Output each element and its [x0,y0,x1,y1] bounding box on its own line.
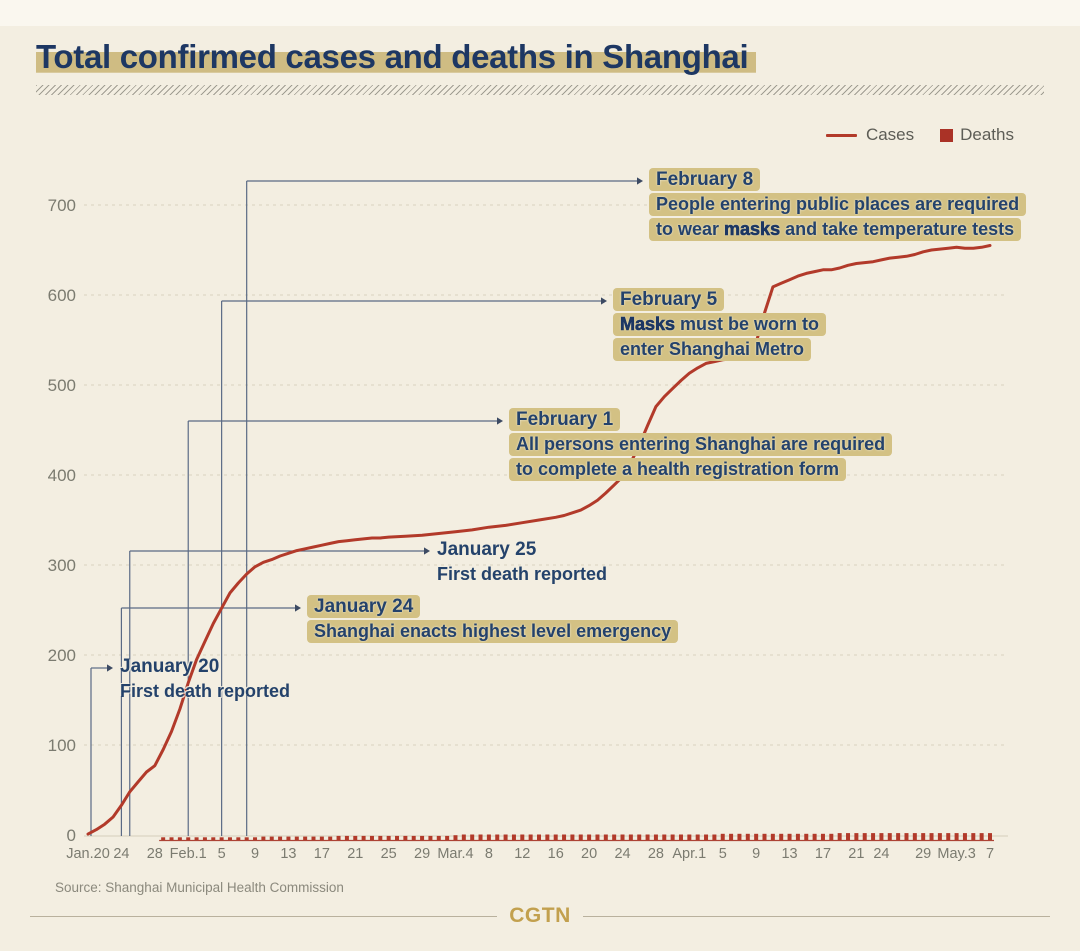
svg-text:28: 28 [147,846,163,862]
svg-text:24: 24 [873,846,889,862]
svg-text:7: 7 [986,846,994,862]
x-axis-labels: Jan.20 24 28 Feb.1 5 9 13 17 21 25 29 Mar.4 8 12 16 20 2… [66,846,994,862]
hatch-divider [36,85,1044,95]
svg-text:9: 9 [752,846,760,862]
svg-text:5: 5 [218,846,226,862]
svg-text:0: 0 [67,826,76,845]
svg-text:13: 13 [280,846,296,862]
svg-text:13: 13 [781,846,797,862]
svg-text:17: 17 [314,846,330,862]
deaths-bars [159,833,994,842]
page-title: Total confirmed cases and deaths in Shan… [36,38,757,76]
svg-text:Mar.4: Mar.4 [437,846,473,862]
deaths-square-swatch [940,128,954,142]
svg-text:200: 200 [48,646,76,665]
svg-text:21: 21 [347,846,363,862]
svg-text:Feb.1: Feb.1 [170,846,207,862]
svg-text:21: 21 [848,846,864,862]
cgtn-logo: CGTN [509,904,571,927]
svg-text:29: 29 [915,846,931,862]
svg-text:12: 12 [514,846,530,862]
svg-text:300: 300 [48,556,76,575]
y-axis-labels: 0 100 200 300 400 500 600 700 [48,196,76,845]
svg-text:20: 20 [581,846,597,862]
grid-lines [84,204,1008,837]
legend-cases-label: Cases [865,125,915,144]
svg-text:24: 24 [614,846,630,862]
source-credit: Source: Shanghai Municipal Health Commis… [55,880,344,895]
svg-text:May.3: May.3 [937,846,975,862]
svg-text:Apr.1: Apr.1 [672,846,706,862]
svg-text:400: 400 [48,466,76,485]
cases-line-swatch [825,133,857,137]
svg-text:500: 500 [48,376,76,395]
callout-lines [90,177,643,836]
legend-item-cases: Cases [825,125,915,145]
footer-brand-row: CGTN [30,904,1050,928]
svg-text:100: 100 [48,736,76,755]
svg-text:8: 8 [485,846,493,862]
svg-text:5: 5 [719,846,727,862]
svg-text:24: 24 [113,846,129,862]
svg-text:17: 17 [815,846,831,862]
svg-text:700: 700 [48,196,76,215]
svg-text:600: 600 [48,286,76,305]
svg-text:9: 9 [251,846,259,862]
footer-rule-right [582,915,1050,917]
legend-deaths-label: Deaths [960,125,1014,144]
top-strip [0,0,1080,26]
svg-text:16: 16 [548,846,564,862]
svg-text:Jan.20: Jan.20 [66,846,110,862]
svg-text:29: 29 [414,846,430,862]
chart-legend: Cases Deaths [825,125,1014,145]
legend-item-deaths: Deaths [940,125,1014,145]
cases-line [86,244,992,836]
svg-text:25: 25 [381,846,397,862]
footer-rule-left [30,915,498,917]
svg-text:28: 28 [648,846,664,862]
header: Total confirmed cases and deaths in Shan… [36,38,757,76]
